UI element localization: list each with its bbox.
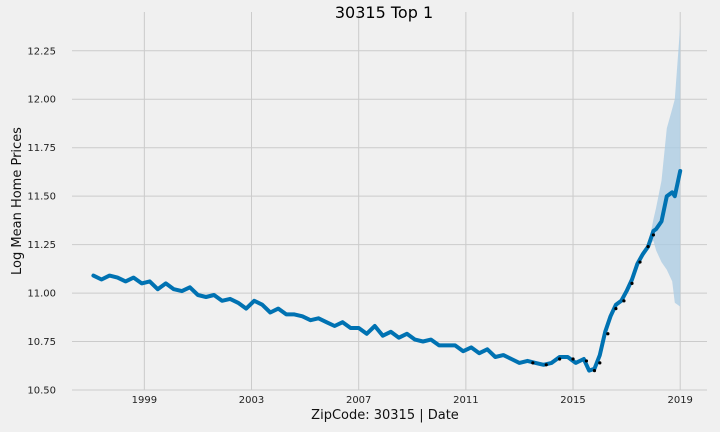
x-tick-label: 2003: [239, 395, 264, 406]
y-tick-label: 11.25: [27, 240, 56, 251]
y-tick-label: 11.75: [27, 143, 56, 154]
observed-point: [544, 363, 548, 367]
observed-point: [598, 361, 602, 365]
forecast-series: [91, 169, 683, 373]
observed-series: [531, 233, 656, 373]
x-axis-ticks: 1999 2003 2007 2011 2015 2019: [132, 395, 693, 406]
observed-point: [531, 361, 535, 365]
y-tick-label: 12.00: [27, 95, 56, 106]
observed-point: [558, 357, 562, 361]
grid-lines: [72, 12, 707, 391]
chart-title: 30315 Top 1: [335, 3, 433, 22]
plot-area: [72, 12, 707, 390]
y-tick-label: 12.25: [27, 46, 56, 57]
forecast-line: [91, 169, 683, 373]
x-tick-label: 2011: [453, 395, 478, 406]
observed-point: [571, 357, 575, 361]
y-axis-ticks: 10.50 10.75 11.00 11.25 11.50 11.75 12.00 12.25: [27, 46, 56, 396]
x-tick-label: 2019: [667, 395, 692, 406]
x-tick-label: 1999: [132, 395, 157, 406]
y-tick-label: 11.50: [27, 192, 56, 203]
y-tick-label: 11.00: [27, 289, 56, 300]
observed-point: [606, 332, 610, 336]
observed-point: [614, 306, 618, 311]
observed-point: [592, 369, 597, 373]
observed-point: [651, 233, 656, 237]
observed-point: [638, 260, 642, 264]
x-axis-label: ZipCode: 30315 | Date: [311, 408, 459, 423]
observed-point: [584, 359, 589, 363]
x-tick-label: 2007: [346, 395, 371, 406]
observed-point: [646, 244, 650, 249]
x-tick-label: 2015: [560, 395, 585, 406]
y-tick-label: 10.50: [27, 386, 56, 397]
y-tick-label: 10.75: [27, 337, 56, 348]
y-axis-label: Log Mean Home Prices: [10, 127, 25, 275]
observed-point: [630, 281, 634, 285]
observed-point: [622, 299, 626, 303]
